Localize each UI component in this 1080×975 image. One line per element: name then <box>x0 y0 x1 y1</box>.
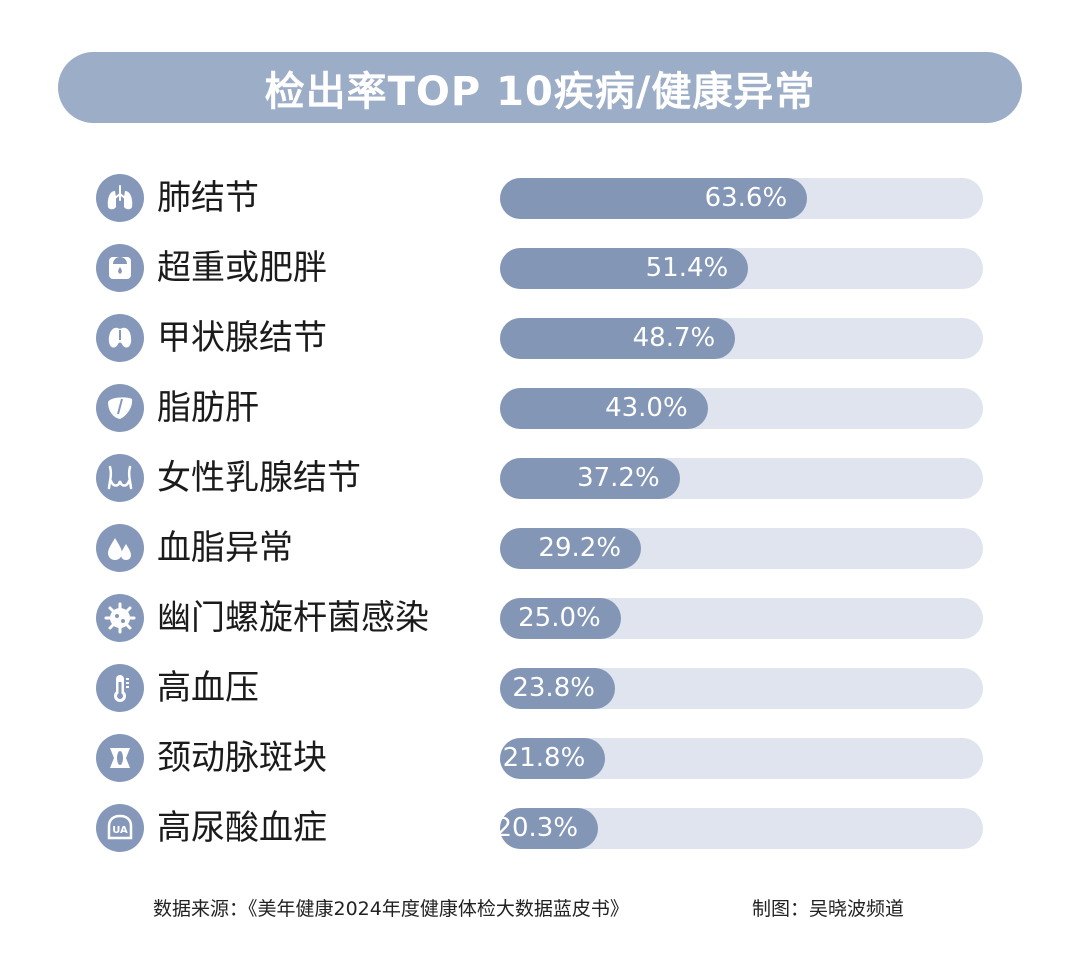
category-label: 血脂异常 <box>157 528 293 568</box>
chart-title: 检出率TOP 10疾病/健康异常 <box>264 68 816 115</box>
data-label: 29.2% <box>538 533 622 563</box>
data-label: 43.0% <box>605 393 688 423</box>
category-label: 女性乳腺结节 <box>157 458 361 498</box>
bar-row: UA 高尿酸血症 20.3% <box>0 803 1080 853</box>
bar: 51.4% <box>500 248 749 289</box>
title-banner: 检出率TOP 10疾病/健康异常 <box>58 52 1022 123</box>
footer: 数据来源：《美年健康2024年度健康体检大数据蓝皮书》 制图：吴晓波频道 <box>0 894 1080 924</box>
lungs-icon <box>96 174 144 222</box>
bar-row: 颈动脉斑块 21.8% <box>0 733 1080 783</box>
bar-row: 甲状腺结节 48.7% <box>0 313 1080 363</box>
bar: 21.8% <box>500 738 606 779</box>
bar-track: 23.8% <box>500 668 983 709</box>
bar-row: 女性乳腺结节 37.2% <box>0 453 1080 503</box>
category-label: 脂肪肝 <box>157 388 259 428</box>
uric-acid-icon: UA <box>96 804 144 852</box>
bar-track: 25.0% <box>500 598 983 639</box>
bar-row: 肺结节 63.6% <box>0 173 1080 223</box>
data-label: 51.4% <box>645 253 729 283</box>
category-label: 肺结节 <box>157 178 259 218</box>
bar: 25.0% <box>500 598 621 639</box>
source-text: 数据来源：《美年健康2024年度健康体检大数据蓝皮书》 <box>153 898 629 920</box>
bar-track: 21.8% <box>500 738 983 779</box>
svg-text:UA: UA <box>112 825 128 836</box>
bar: 63.6% <box>500 178 808 219</box>
data-label: 63.6% <box>704 183 788 213</box>
bar-track: 29.2% <box>500 528 983 569</box>
data-label: 20.3% <box>495 813 579 843</box>
bar-track: 48.7% <box>500 318 983 359</box>
thyroid-icon <box>96 314 144 362</box>
bar-track: 63.6% <box>500 178 983 219</box>
data-label: 48.7% <box>632 323 716 353</box>
bar-track: 51.4% <box>500 248 983 289</box>
breast-icon <box>96 454 144 502</box>
category-label: 高血压 <box>157 668 259 708</box>
blood-drop-icon <box>96 524 144 572</box>
data-label: 37.2% <box>577 463 660 493</box>
bar: 23.8% <box>500 668 615 709</box>
bar: 20.3% <box>495 808 599 849</box>
scale-icon <box>96 244 144 292</box>
bacteria-icon <box>96 594 144 642</box>
credit-text: 制图：吴晓波频道 <box>752 898 905 920</box>
bar-row: 血脂异常 29.2% <box>0 523 1080 573</box>
bar-track: 20.3% <box>495 808 983 849</box>
liver-icon <box>96 384 144 432</box>
bar-row: 脂肪肝 43.0% <box>0 383 1080 433</box>
category-label: 颈动脉斑块 <box>157 738 327 778</box>
data-label: 25.0% <box>518 603 601 633</box>
bar: 37.2% <box>500 458 680 499</box>
category-label: 超重或肥胖 <box>157 248 327 288</box>
category-label: 甲状腺结节 <box>157 318 327 358</box>
bar-row: 高血压 23.8% <box>0 663 1080 713</box>
thermometer-icon <box>96 664 144 712</box>
artery-icon <box>96 734 144 782</box>
bar: 48.7% <box>500 318 736 359</box>
bar-row: 幽门螺旋杆菌感染 25.0% <box>0 593 1080 643</box>
bar-row: 超重或肥胖 51.4% <box>0 243 1080 293</box>
category-label: 高尿酸血症 <box>157 808 327 848</box>
bar-track: 43.0% <box>500 388 983 429</box>
category-label: 幽门螺旋杆菌感染 <box>157 598 429 638</box>
data-label: 23.8% <box>512 673 595 703</box>
bar: 29.2% <box>500 528 642 569</box>
bar: 43.0% <box>500 388 708 429</box>
bar-track: 37.2% <box>500 458 983 499</box>
data-label: 21.8% <box>502 743 586 773</box>
